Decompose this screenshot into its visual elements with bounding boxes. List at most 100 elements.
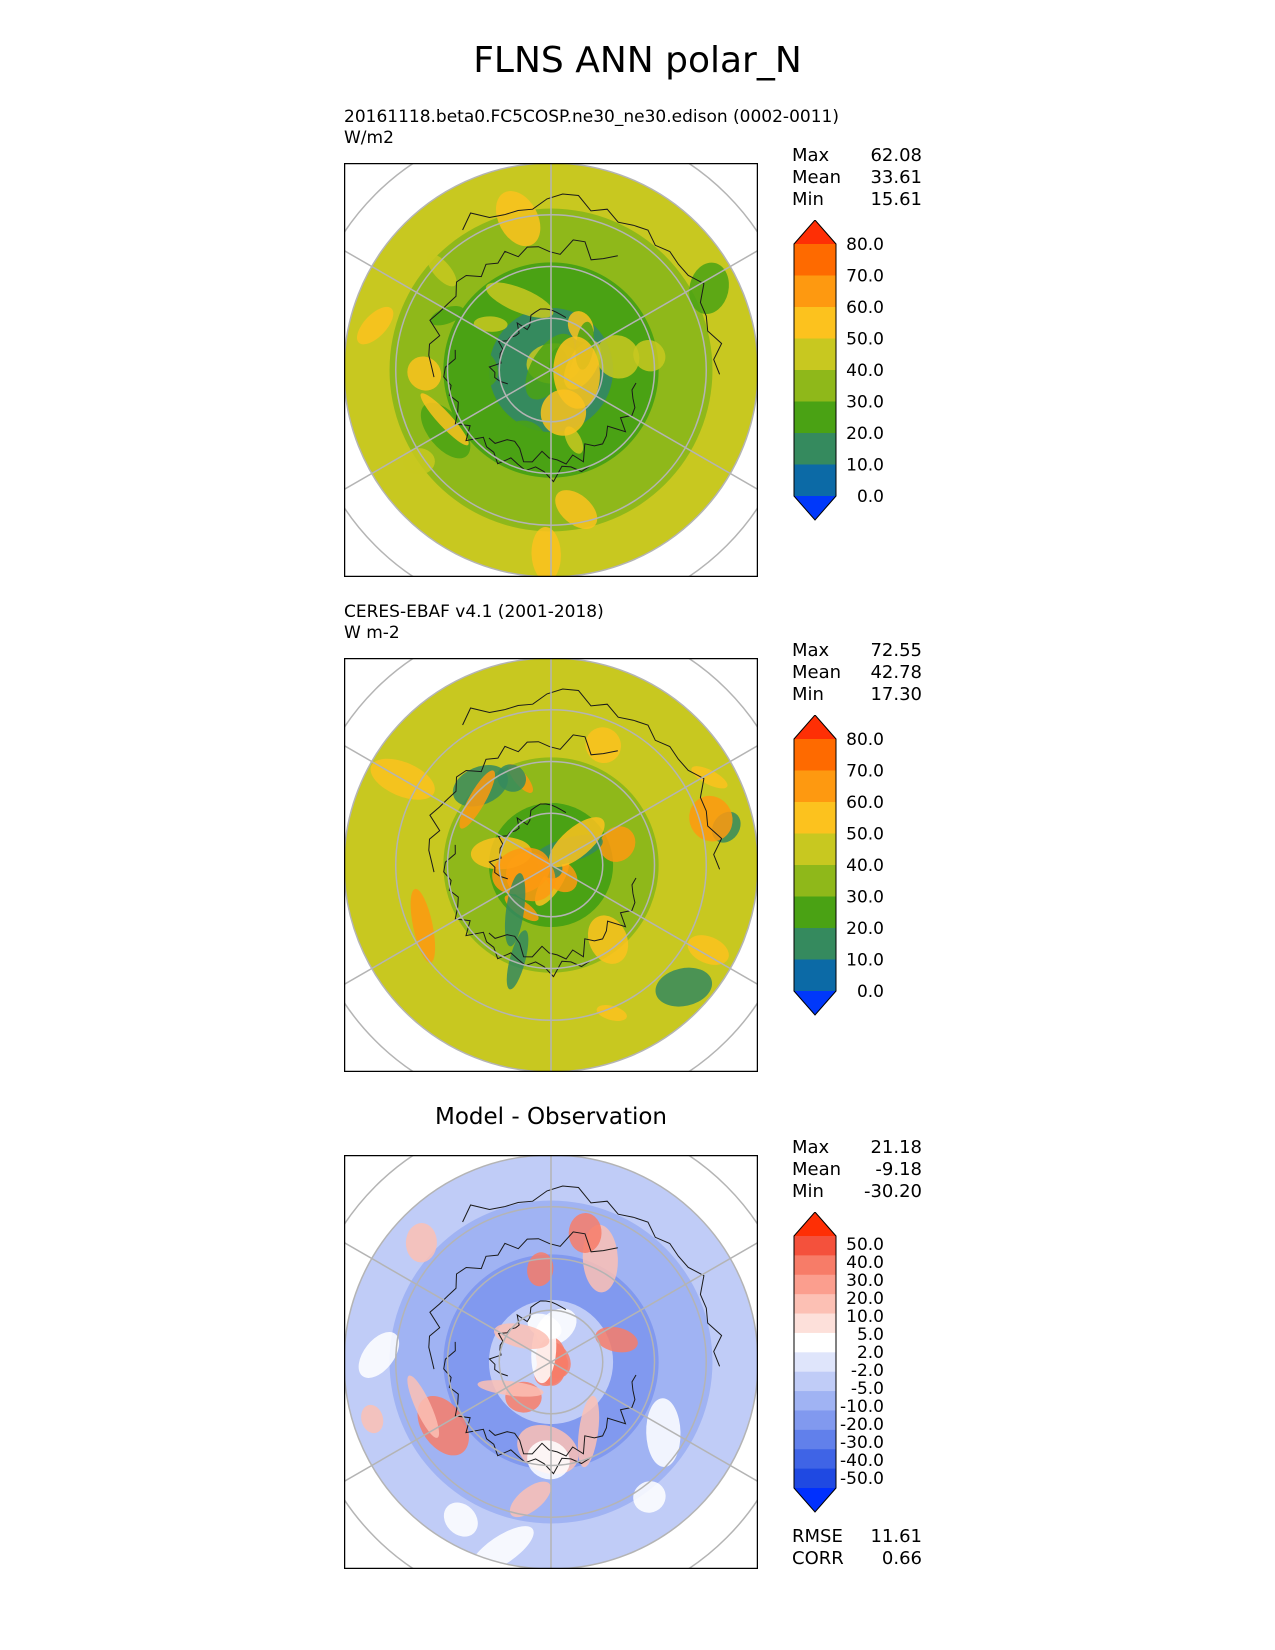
panel-units: W/m2	[344, 128, 394, 148]
graticule	[344, 1155, 758, 1569]
field-patch	[462, 348, 498, 388]
colorbar-swatch	[794, 1352, 836, 1373]
field-patch	[420, 393, 469, 446]
stats-box: Max 62.08 Mean 33.61 Min 15.61	[792, 145, 922, 211]
colorbar-swatch	[794, 1313, 836, 1334]
coastline	[443, 1341, 590, 1475]
coastline	[488, 308, 567, 385]
colorbar-swatch	[794, 770, 836, 803]
colorbar-tick-label: -30.0	[840, 1433, 884, 1453]
coastlines	[428, 688, 723, 978]
colorbar-tick-label: 30.0	[846, 1271, 884, 1291]
colorbar-tick-label: 50.0	[846, 825, 884, 845]
meridian-line	[550, 864, 758, 986]
colorbar-swatch	[794, 865, 836, 897]
field-patch	[430, 305, 464, 326]
max-label: Max	[792, 1137, 830, 1158]
colorbar-tick-label: 20.0	[846, 1289, 884, 1309]
colorbar-tick-label: 60.0	[846, 793, 884, 813]
colorbar-swatch	[794, 928, 836, 960]
colorbar-tick-label: 30.0	[846, 393, 884, 413]
colorbar-tick-label: -50.0	[840, 1469, 884, 1489]
field-patch	[633, 340, 666, 372]
panel-observation: CERES-EBAF v4.1 (2001-2018) W m-2 Max 72.…	[0, 602, 1275, 1075]
field-patch	[595, 1326, 638, 1353]
meridian-line	[550, 1241, 758, 1363]
colorbar-outline	[793, 1212, 837, 1513]
colorbar-tick-label: -2.0	[851, 1361, 884, 1381]
colorbar-tick-label: 20.0	[846, 919, 884, 939]
colorbar-swatch	[794, 244, 836, 276]
colorbar-tick-label: 20.0	[846, 424, 884, 444]
field-patch	[358, 1332, 400, 1378]
coastline	[462, 688, 723, 870]
colorbar-tick-label: 0.0	[857, 982, 884, 1002]
coastline	[488, 803, 567, 880]
colorbar-tick-label: 40.0	[846, 1253, 884, 1273]
colorbar-swatch	[794, 1255, 836, 1276]
min-value: 15.61	[870, 189, 922, 210]
field-patch	[485, 282, 554, 318]
colorbar-tick-label: 10.0	[846, 1307, 884, 1327]
field-patch	[587, 915, 629, 964]
field-patch	[473, 316, 508, 332]
field-patch	[410, 888, 436, 963]
colorbar-tick-label: 40.0	[846, 856, 884, 876]
colorbar-swatch	[794, 1391, 836, 1411]
meridian-line	[344, 1241, 552, 1363]
colorbar-swatch	[794, 1449, 836, 1470]
field-patch	[596, 1005, 627, 1021]
field-patch	[555, 490, 598, 529]
field-patch	[427, 253, 457, 287]
field-patch	[691, 766, 728, 789]
colorbar-swatch	[794, 338, 836, 371]
colorbar-swatch	[794, 833, 836, 866]
colorbar-tick-label: 0.0	[857, 487, 884, 507]
max-value: 62.08	[870, 145, 922, 166]
max-label: Max	[792, 145, 830, 166]
colorbar-tick-label: 60.0	[846, 298, 884, 318]
mean-label: Mean	[792, 662, 842, 683]
colorbar-outline	[793, 715, 837, 1016]
field-patch	[687, 935, 729, 965]
colorbar-extend-min	[794, 496, 836, 520]
colorbar-tick-label: 70.0	[846, 267, 884, 287]
field-patch	[527, 1440, 570, 1480]
colorbar-swatch	[794, 1236, 836, 1256]
colorbar-swatch	[794, 1410, 836, 1431]
stats-box: Max 72.55 Mean 42.78 Min 17.30	[792, 640, 922, 706]
min-label: Min	[792, 684, 824, 705]
field-patch	[493, 1323, 550, 1349]
corr-value: 0.66	[881, 1548, 922, 1569]
figure-title: FLNS ANN polar_N	[473, 40, 802, 81]
polar-map	[344, 658, 758, 1072]
field-patch	[477, 1380, 544, 1397]
min-label: Min	[792, 189, 824, 210]
meridian-line	[550, 369, 758, 491]
field-patch	[689, 262, 729, 314]
field-patch	[497, 764, 526, 792]
colorbar-tick-label: 2.0	[857, 1343, 884, 1363]
colorbar-tick-label: 70.0	[846, 762, 884, 782]
field-patch	[402, 448, 435, 475]
meridian-line	[344, 249, 552, 371]
field-patch	[504, 873, 526, 947]
colorbar-swatch	[794, 896, 836, 929]
field-patch	[568, 1213, 602, 1253]
colorbar-tick-label: 10.0	[846, 951, 884, 971]
max-value: 72.55	[870, 640, 922, 661]
coastline	[462, 193, 723, 375]
colorbar-extend-min	[794, 991, 836, 1015]
rmse-label: RMSE	[792, 1526, 843, 1547]
meridian-line	[550, 249, 758, 371]
plot-frame	[344, 1155, 758, 1569]
colorbar-swatch	[794, 433, 836, 465]
coastline	[488, 877, 637, 960]
field-patch	[527, 1252, 554, 1287]
field-patch	[443, 1502, 478, 1537]
colorbar-swatch	[794, 275, 836, 308]
plot-frame	[344, 163, 758, 577]
coastlines	[428, 193, 723, 483]
colorbar-tick-label: 50.0	[846, 1235, 884, 1255]
meridian-line	[344, 864, 552, 986]
